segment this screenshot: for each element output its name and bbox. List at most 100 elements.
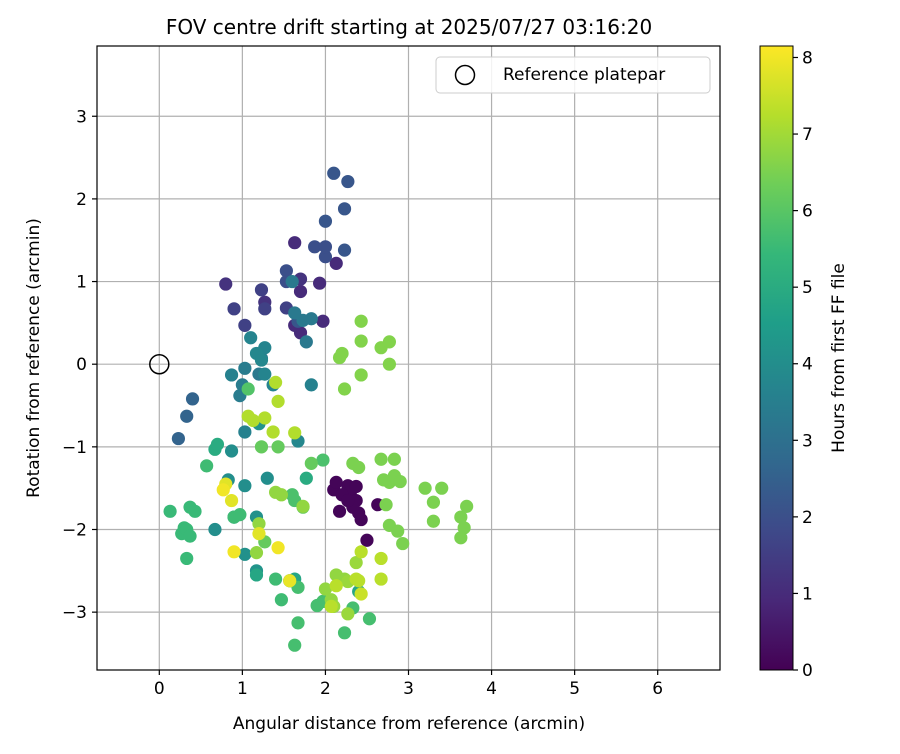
data-point — [352, 574, 366, 588]
data-point — [224, 444, 239, 458]
data-point — [324, 599, 338, 613]
data-point — [318, 582, 333, 596]
data-point — [354, 314, 368, 328]
reference-point — [149, 353, 170, 375]
legend: Reference platepar — [435, 56, 711, 94]
data-point — [200, 459, 214, 473]
data-point — [391, 524, 405, 538]
data-point — [171, 431, 186, 446]
x-tick-label: 0 — [154, 679, 165, 699]
data-point — [241, 382, 255, 396]
data-point — [210, 437, 225, 451]
data-point — [227, 302, 241, 316]
y-tick-label: −1 — [62, 438, 87, 458]
data-point — [393, 474, 407, 489]
data-point — [293, 284, 308, 299]
data-point — [183, 529, 197, 543]
data-point — [260, 471, 274, 485]
data-point — [258, 302, 272, 316]
colorbar-tick-label: 1 — [802, 584, 813, 604]
data-point — [426, 495, 441, 509]
data-point — [279, 264, 293, 278]
colorbar-ticks: 0 1 2 3 4 5 6 7 8 — [793, 48, 813, 681]
data-point — [396, 536, 410, 551]
data-point — [163, 504, 177, 518]
data-point — [374, 452, 388, 466]
data-point — [382, 335, 396, 349]
data-point — [271, 541, 285, 555]
data-point — [387, 452, 401, 466]
data-point — [219, 277, 233, 291]
data-point — [208, 522, 222, 537]
legend-marker — [454, 64, 476, 86]
y-axis-ticks: −3 −2 −1 0 1 2 3 — [62, 107, 97, 623]
data-points — [163, 166, 474, 652]
data-point — [332, 350, 347, 365]
data-point — [354, 545, 368, 559]
colorbar-tick-label: 0 — [802, 661, 813, 681]
data-point — [299, 335, 313, 349]
data-point — [224, 368, 239, 382]
legend-entry: Reference platepar — [503, 65, 665, 85]
data-point — [316, 453, 330, 467]
data-point — [341, 174, 355, 189]
data-point — [288, 638, 302, 652]
data-point — [268, 375, 283, 389]
data-point — [224, 493, 239, 508]
data-point — [266, 425, 280, 439]
data-point — [337, 626, 352, 640]
data-point — [337, 243, 352, 257]
data-point — [418, 481, 432, 495]
data-point — [329, 475, 343, 489]
data-point — [227, 545, 241, 559]
data-point — [238, 318, 252, 332]
y-tick-label: 2 — [76, 190, 87, 210]
data-point — [274, 488, 289, 502]
y-tick-label: −2 — [62, 520, 87, 540]
data-point — [354, 587, 368, 601]
colorbar-tick-label: 7 — [802, 125, 813, 145]
data-point — [246, 413, 260, 427]
colorbar-label: Hours from first FF file — [829, 263, 849, 453]
data-point — [374, 551, 388, 566]
data-point — [288, 426, 302, 440]
data-point — [382, 357, 396, 371]
data-point — [379, 498, 393, 512]
data-point — [332, 504, 347, 518]
data-point — [329, 579, 343, 593]
data-point — [304, 312, 318, 326]
data-point — [233, 508, 247, 522]
data-point — [349, 479, 363, 494]
data-point — [288, 236, 302, 250]
data-point — [337, 382, 352, 396]
data-point — [354, 334, 368, 348]
data-point — [337, 202, 352, 216]
grid-lines — [97, 46, 720, 670]
data-point — [318, 240, 333, 254]
y-tick-label: −3 — [62, 603, 87, 623]
data-point — [285, 274, 299, 289]
data-point — [238, 425, 252, 439]
data-point — [341, 607, 355, 621]
data-point — [354, 512, 368, 527]
colorbar-tick-label: 2 — [802, 508, 813, 528]
data-point — [254, 440, 269, 454]
y-tick-label: 0 — [76, 355, 87, 375]
data-point — [460, 499, 474, 513]
y-tick-label: 1 — [76, 273, 87, 293]
colorbar-tick-label: 4 — [802, 355, 813, 375]
data-point — [457, 521, 471, 535]
colorbar-tick-label: 5 — [802, 278, 813, 298]
data-point — [188, 504, 202, 518]
data-point — [216, 483, 230, 497]
data-point — [254, 283, 269, 297]
data-point — [244, 331, 258, 345]
data-point — [316, 314, 330, 328]
data-point — [374, 572, 388, 586]
data-point — [271, 440, 285, 454]
data-point — [304, 456, 318, 470]
colorbar-tick-label: 6 — [802, 202, 813, 222]
data-point — [252, 527, 266, 541]
data-point — [238, 547, 252, 561]
